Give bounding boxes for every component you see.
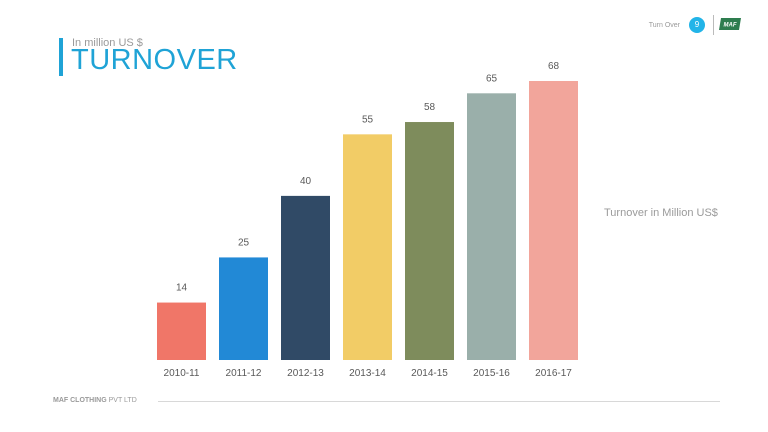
- maf-logo-icon: MAF: [719, 18, 741, 30]
- footer-company-rest: PVT LTD: [106, 397, 137, 404]
- value-label-2011-12: 25: [238, 237, 250, 248]
- value-label-2010-11: 14: [176, 283, 188, 294]
- category-label-2013-14: 2013-14: [349, 368, 386, 379]
- category-label-2010-11: 2010-11: [164, 368, 200, 379]
- footer-company-bold: MAF CLOTHING: [53, 397, 107, 404]
- value-label-2014-15: 58: [424, 102, 436, 113]
- footer-company: MAF CLOTHING PVT LTD: [53, 397, 137, 404]
- logo-text: MAF: [724, 23, 737, 29]
- category-label-2014-15: 2014-15: [411, 368, 448, 379]
- chart-legend: Turnover in Million US$: [604, 207, 718, 219]
- bar-2011-12: [219, 257, 268, 360]
- bar-2012-13: [281, 195, 330, 360]
- bar-2015-16: [467, 93, 516, 360]
- value-label-2012-13: 40: [300, 176, 312, 187]
- bar-2014-15: [405, 122, 454, 360]
- value-label-2013-14: 55: [362, 114, 374, 125]
- bar-2013-14: [343, 134, 392, 360]
- legend-label: Turnover in Million US$: [604, 207, 718, 219]
- header-divider: [713, 15, 714, 35]
- bar-2016-17: [529, 81, 578, 360]
- value-label-2016-17: 68: [548, 61, 560, 72]
- footer-divider: [158, 401, 720, 402]
- page-number-badge: 9: [689, 17, 705, 33]
- section-label: Turn Over: [648, 22, 680, 29]
- title-accent-bar: [59, 38, 63, 76]
- bar-2010-11: [157, 302, 206, 360]
- value-label-2015-16: 65: [486, 73, 498, 84]
- category-label-2012-13: 2012-13: [287, 368, 324, 379]
- category-label-2015-16: 2015-16: [473, 368, 510, 379]
- page-title: TURNOVER: [71, 44, 238, 76]
- category-label-2011-12: 2011-12: [226, 368, 262, 379]
- category-label-2016-17: 2016-17: [535, 368, 572, 379]
- page-subtitle: In million US $: [72, 37, 143, 49]
